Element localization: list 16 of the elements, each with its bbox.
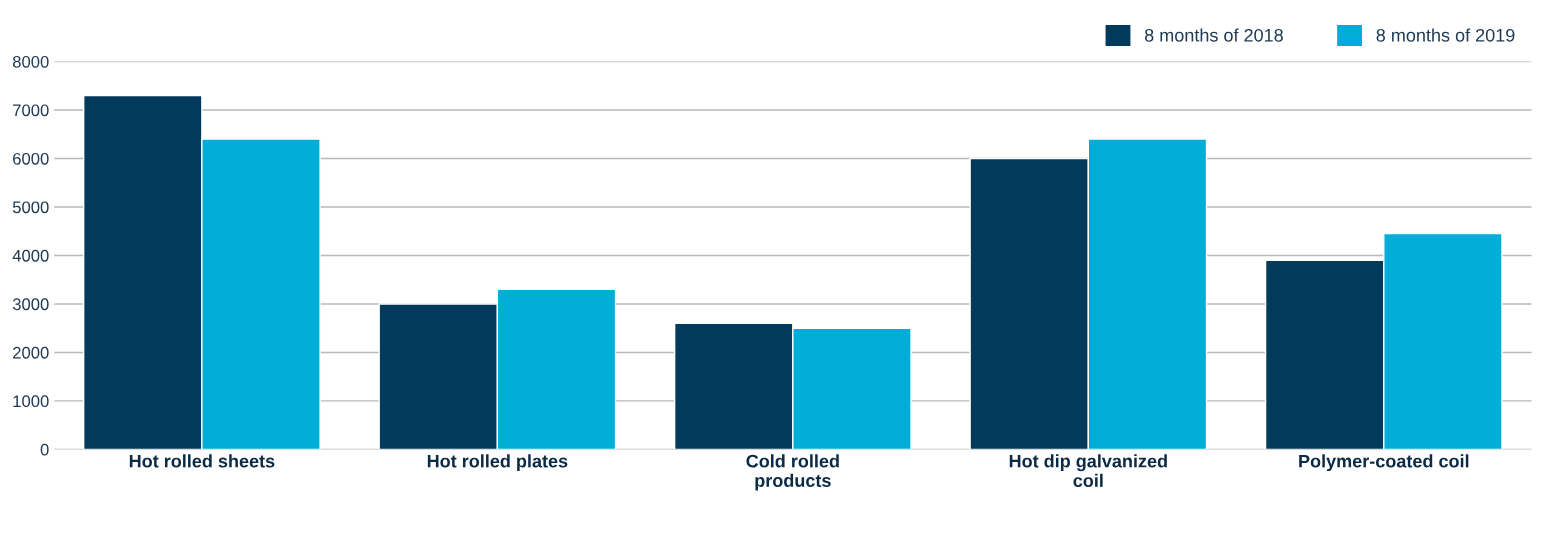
y-tick-label: 0 <box>40 443 49 456</box>
y-tick-label: 8000 <box>12 55 49 68</box>
y-tick-label: 7000 <box>13 104 49 117</box>
y-tick-label: 6000 <box>13 152 49 165</box>
x-tick-label: Hot rolled plates <box>427 454 568 472</box>
y-tick-label: 3000 <box>12 298 49 311</box>
x-tick-label: Hot rolled sheets <box>129 454 275 468</box>
y-tick-label: 5000 <box>12 201 49 214</box>
y-tick-label: 2000 <box>13 346 49 359</box>
legend-label: 8 months of 2018 <box>1144 28 1283 42</box>
y-tick-label: 1000 <box>13 395 49 408</box>
x-tick-label: Cold rolled products <box>746 454 839 491</box>
x-tick-label: Hot dip galvanized coil <box>1009 454 1167 488</box>
x-tick-label: Polymer-coated coil <box>1299 454 1469 472</box>
y-tick-label: 4000 <box>12 249 49 262</box>
legend-label: 8 months of 2019 <box>1376 28 1515 42</box>
